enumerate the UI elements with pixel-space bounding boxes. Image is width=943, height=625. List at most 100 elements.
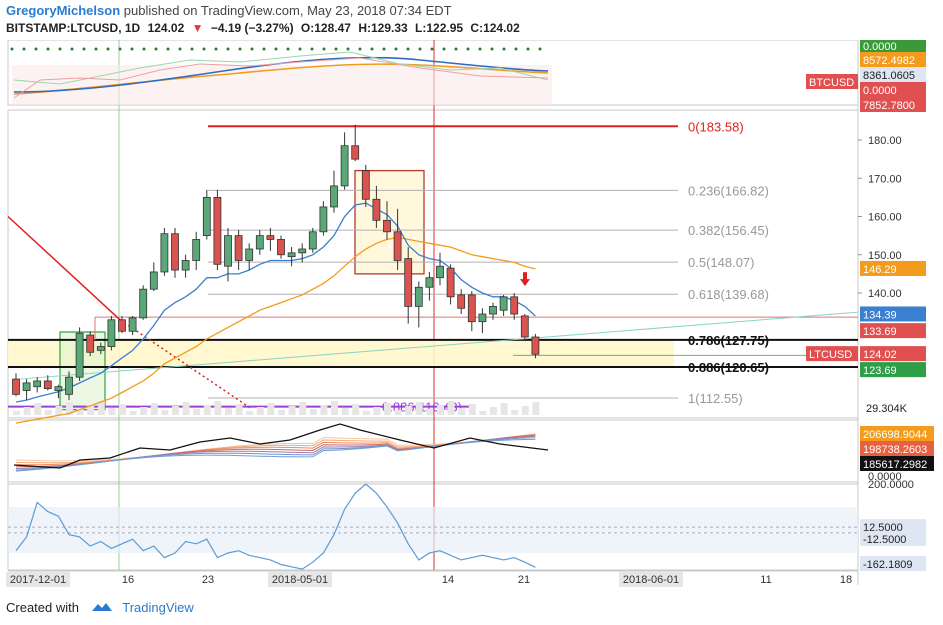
ribbon-label-2-bg [860, 456, 934, 471]
candle-down [383, 219, 391, 233]
dot-marker [394, 47, 398, 51]
candle-down [467, 294, 476, 323]
fib-label-0.618: 0.618(139.68) [688, 287, 769, 302]
cci-tick-3-bg [860, 556, 926, 571]
symbol-line: BITSTAMP:LTCUSD, 1D 124.02 ▼ −4.19 (−3.2… [6, 21, 524, 35]
dot-marker [274, 47, 278, 51]
ohlc-open: O:128.47 [300, 21, 351, 35]
dot-marker [454, 47, 458, 51]
dot-marker [82, 47, 86, 51]
dot-marker [286, 47, 290, 51]
dot-marker [478, 47, 482, 51]
volume-bar [341, 408, 349, 415]
support-axis-label: 123.69 [863, 365, 897, 377]
volume-bar [66, 402, 73, 415]
dot-marker [406, 47, 410, 51]
top-label-4-bg [860, 82, 926, 97]
ribbon-label-1-bg [860, 441, 934, 456]
dot-marker [514, 47, 518, 51]
price-tick-label: 170.00 [868, 173, 902, 185]
x-tick-bg [268, 572, 332, 587]
top-label-1: 8572.4982 [863, 55, 915, 67]
volume-bar [426, 409, 434, 415]
candle-up [128, 317, 137, 332]
candle-down [372, 198, 381, 221]
volume-bar [55, 406, 63, 415]
author-link[interactable]: GregoryMichelson [6, 3, 121, 18]
dot-marker [190, 47, 194, 51]
candle-up [224, 235, 232, 267]
ema-short-axis-label-bg [860, 306, 926, 322]
dot-marker [310, 47, 314, 51]
fib-label-0.886: 0.886(120.65) [688, 360, 769, 375]
tradingview-logo-icon [91, 601, 113, 616]
candle-down [266, 235, 275, 240]
dot-marker [226, 47, 230, 51]
x-tick-label: 2018-05-01 [272, 574, 328, 586]
volume-bar [511, 410, 519, 415]
dot-marker [118, 47, 122, 51]
volume-bar [203, 405, 211, 415]
candle-down [213, 196, 222, 265]
x-tick-bg [6, 572, 70, 587]
candle-down [531, 336, 540, 355]
dot-marker [106, 47, 110, 51]
volume-bar [119, 404, 126, 415]
volume-bar [225, 408, 232, 415]
dot-marker [334, 47, 338, 51]
candle-up [22, 382, 31, 391]
x-tick-label: 23 [202, 574, 214, 586]
top-label-2: 8361.0605 [863, 70, 915, 82]
candle-down [404, 258, 413, 307]
candle-up [181, 260, 190, 271]
top-green-line [13, 51, 549, 85]
candle-up [414, 286, 423, 307]
candle-up [75, 332, 84, 378]
x-tick-label: 21 [518, 574, 530, 586]
dot-marker [298, 47, 302, 51]
dot-marker [34, 47, 38, 51]
top-pink-line [13, 57, 549, 99]
red-dotted-projection [119, 319, 251, 409]
candle-up [202, 196, 211, 237]
volume-bar [394, 410, 402, 415]
fib-label-1: 1(112.55) [688, 391, 743, 406]
fib-label-0.786: 0.786(127.75) [688, 333, 769, 348]
dot-marker [238, 47, 242, 51]
dot-marker [358, 47, 362, 51]
tradingview-brand-link[interactable]: TradingView [122, 600, 194, 615]
candle-down [361, 170, 370, 200]
volume-bar [267, 403, 275, 415]
fib-label-0.5: 0.5(148.07) [688, 255, 755, 270]
support-axis-label-bg [860, 362, 926, 378]
chart-canvas[interactable]: 0.0000 8572.4982 8361.0605 BTCUSD 0.0000 7852… [0, 40, 943, 595]
chart-header: GregoryMichelson published on TradingVie… [0, 0, 943, 40]
red-trendline [7, 215, 121, 321]
price-tick-label: 180.00 [868, 135, 902, 147]
candle-up [330, 185, 338, 208]
volume-bar [490, 407, 497, 415]
top-blue-line [13, 56, 549, 93]
last-price-axis-label-bg [860, 346, 926, 362]
volume-bar [246, 411, 254, 415]
cci-line [15, 483, 536, 570]
volume-bar [161, 410, 169, 415]
volume-bar [384, 403, 391, 415]
volume-bar [235, 404, 243, 415]
dot-marker [430, 47, 434, 51]
top-label-4: 0.0000 [863, 85, 897, 97]
ema-long-axis-label-bg [860, 260, 926, 276]
candle-up [255, 235, 264, 250]
dot-marker [502, 47, 506, 51]
ema-long-axis-label: 146.29 [863, 264, 897, 276]
volume-bar [193, 409, 201, 415]
dot-marker [142, 47, 146, 51]
ribbon-label-2: 185617.2982 [863, 459, 927, 471]
last-price-axis-label: 124.02 [863, 349, 897, 361]
dot-marker [262, 47, 266, 51]
volume-bar [214, 401, 222, 415]
ribbon-label-3: 0.0000 [868, 471, 902, 483]
ema-short-axis-label: 134.39 [863, 309, 897, 321]
price-tick-label: 160.00 [868, 212, 902, 224]
candle-down [351, 145, 360, 160]
